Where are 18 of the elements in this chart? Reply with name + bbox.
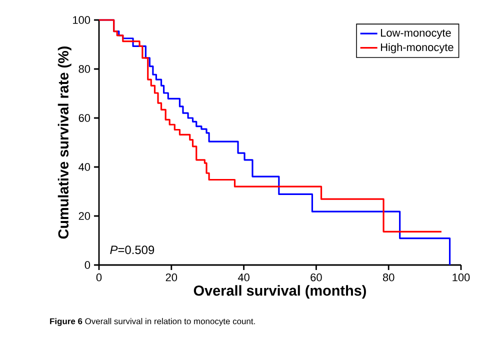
x-tick-label: 40: [238, 274, 250, 282]
y-axis-title: Cumulative survival rate (%): [58, 46, 72, 239]
x-tick-label: 0: [96, 274, 102, 282]
x-tick-label: 80: [382, 274, 394, 282]
text: Figure 6 Overall survival in relation to monocyte count.: [50, 318, 255, 326]
y-tick-label: 0: [84, 261, 90, 269]
y-tick-label: 40: [78, 163, 90, 171]
x-axis-title: Overall survival (months): [194, 285, 366, 299]
x-tick-label: 100: [452, 274, 470, 282]
legend-label: High-monocyte: [381, 43, 454, 54]
x-tick-label: 20: [166, 274, 178, 282]
y-tick-label: 60: [78, 114, 90, 122]
y-tick-label: 100: [73, 16, 90, 24]
y-tick-label: 20: [78, 212, 90, 220]
y-tick-label: 80: [78, 65, 90, 73]
legend-label: Low-monocyte: [381, 29, 451, 39]
annotation: P=0.509: [110, 246, 154, 254]
x-tick-label: 60: [310, 274, 322, 282]
